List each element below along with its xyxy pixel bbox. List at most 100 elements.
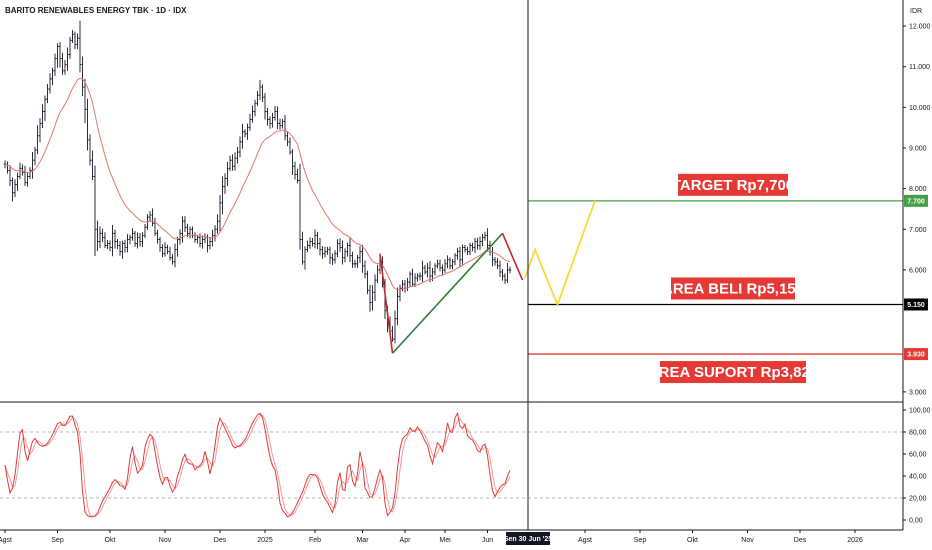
price-bar	[283, 115, 287, 141]
price-bar	[78, 20, 82, 73]
price-bar	[471, 242, 474, 252]
price-bar	[61, 52, 64, 75]
price-bar	[41, 104, 44, 129]
price-bar	[421, 260, 424, 283]
price-bar	[418, 272, 422, 281]
time-tick-label: Sep	[634, 537, 647, 544]
price-bar	[413, 273, 417, 287]
price-bar	[348, 237, 352, 262]
price-bar	[311, 238, 314, 247]
price-bar	[141, 232, 144, 247]
price-tick-label: 10.000	[909, 105, 931, 112]
price-bar	[308, 237, 312, 249]
buy-area-price-tag-label: 5.150	[907, 302, 925, 309]
price-bar	[136, 232, 139, 249]
osc-tick-label: 40,00	[909, 474, 927, 481]
price-bar	[373, 274, 377, 302]
price-levels: 7.700 TARGET Rp7,700 5.150 AREA BELI Rp5,15…	[528, 173, 928, 384]
price-bar	[336, 239, 339, 258]
price-bar	[366, 270, 369, 295]
price-bar	[508, 266, 512, 274]
support-price-tag	[904, 348, 928, 361]
price-bar	[493, 257, 497, 266]
price-bar	[181, 216, 184, 243]
price-bar	[463, 244, 467, 253]
price-bar	[323, 246, 327, 258]
price-bar	[66, 47, 69, 72]
price-bar	[46, 83, 49, 104]
price-bar	[376, 264, 379, 284]
price-bar	[343, 248, 347, 263]
buy-area-callout	[671, 277, 795, 300]
price-bar	[11, 177, 14, 202]
price-bar	[106, 240, 109, 250]
price-bar	[228, 155, 232, 172]
price-bar	[321, 246, 324, 259]
price-bar	[346, 242, 349, 257]
price-bar	[216, 214, 219, 234]
price-bar	[126, 234, 129, 253]
price-bar	[333, 250, 337, 264]
price-bar	[133, 230, 137, 247]
price-bar	[43, 95, 47, 122]
price-bar	[288, 137, 292, 155]
price-bar	[456, 247, 459, 260]
price-bar	[441, 264, 444, 276]
price-bar	[483, 231, 487, 241]
price-bars	[3, 20, 512, 344]
price-bar	[56, 43, 59, 68]
price-bar	[426, 263, 429, 278]
target-price-tag-label: 7.700	[907, 198, 925, 205]
support-price-tag-label: 3.930	[907, 352, 925, 359]
price-tick-label: 3.000	[909, 389, 927, 396]
price-bar	[26, 171, 29, 187]
price-bar	[328, 246, 332, 264]
price-bar	[148, 211, 152, 222]
osc-d-line	[4, 414, 511, 517]
time-tick-label: Mei	[439, 537, 451, 544]
price-bar	[38, 118, 42, 143]
price-bar	[401, 280, 404, 292]
price-bar	[296, 168, 299, 184]
price-bar	[316, 231, 319, 250]
target-callout	[678, 173, 788, 196]
price-bar	[361, 244, 364, 273]
price-bar	[271, 112, 274, 128]
price-bar	[363, 260, 367, 279]
price-bar	[451, 259, 454, 270]
price-bar	[301, 231, 304, 265]
price-bar	[486, 228, 489, 250]
price-bar	[233, 152, 237, 171]
price-bar	[481, 233, 484, 247]
price-bar	[286, 131, 289, 147]
price-bar	[123, 239, 127, 253]
price-bar	[91, 150, 94, 181]
buy-area-callout-label: AREA BELI Rp5,150	[662, 280, 804, 297]
wave-line	[391, 232, 504, 354]
price-bar	[446, 255, 449, 269]
price-bar	[368, 285, 372, 312]
price-bar	[453, 253, 457, 266]
time-tick-label: Apr	[400, 537, 412, 544]
time-tick-label: Okt	[687, 537, 698, 544]
price-bar	[428, 261, 432, 283]
price-bar	[356, 254, 359, 268]
price-bar	[258, 79, 262, 101]
price-bar	[96, 220, 99, 252]
time-tick-label: Feb	[309, 537, 321, 544]
price-bar	[88, 134, 92, 166]
price-bar	[86, 98, 89, 151]
price-bar	[16, 172, 19, 191]
price-bar	[478, 236, 482, 250]
target-price-tag	[904, 194, 928, 207]
price-bar	[21, 164, 24, 176]
price-bar	[158, 236, 162, 252]
price-bar	[83, 78, 87, 124]
price-bar	[121, 240, 124, 259]
forecast-path-line	[524, 200, 596, 307]
price-bar	[476, 237, 479, 250]
price-bar	[423, 264, 427, 275]
price-bar	[218, 194, 222, 232]
price-bar	[298, 163, 302, 250]
